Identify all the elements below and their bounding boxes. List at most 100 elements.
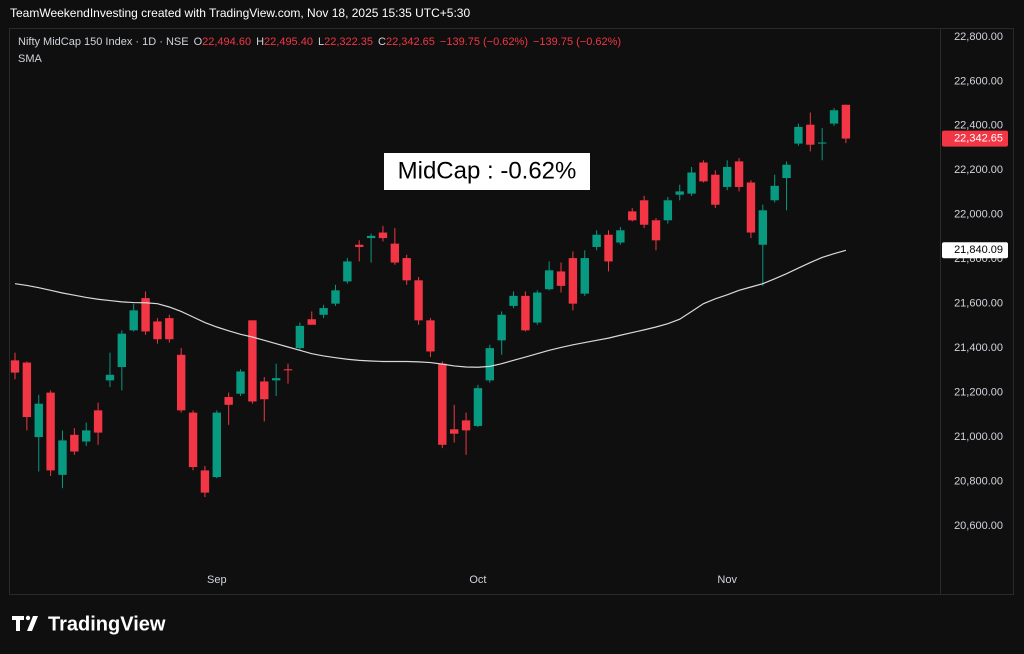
candle-body <box>806 124 815 145</box>
candle-body <box>829 110 839 124</box>
candle-body <box>580 258 589 294</box>
candle-body <box>711 174 720 205</box>
candle-body <box>188 412 198 468</box>
candle-body <box>34 403 43 438</box>
sma-legend: SMA <box>18 53 42 65</box>
ohlc-value: 22,495.40 <box>264 36 313 48</box>
candle-body <box>461 420 471 431</box>
pane-border <box>9 28 1014 595</box>
candle-body <box>224 397 233 405</box>
candle-body <box>141 298 150 332</box>
candle-body <box>176 354 186 411</box>
candle-body <box>734 161 744 187</box>
watermark: TeamWeekendInvesting created with Tradin… <box>10 6 470 20</box>
y-tick-label: 21,600.00 <box>954 298 1003 310</box>
candle-body <box>307 319 316 325</box>
candle-body <box>651 220 661 241</box>
ohlc-value: 22,342.65 <box>385 36 435 48</box>
candle-body <box>319 308 328 315</box>
candle-body <box>782 164 791 179</box>
y-tick-label: 22,600.00 <box>954 75 1003 87</box>
price-label-box <box>942 130 1008 147</box>
y-tick-label: 21,000.00 <box>954 431 1003 443</box>
candle-body <box>283 369 293 371</box>
change: −139.75 (−0.62%) <box>533 36 622 48</box>
candle-body <box>46 392 55 471</box>
candle-body <box>200 470 210 493</box>
candle-body <box>449 429 459 434</box>
candle-body <box>675 191 684 195</box>
candle-body <box>699 162 708 182</box>
candles <box>10 104 851 498</box>
ohlc-key: H <box>256 36 265 48</box>
y-tick-label: 20,800.00 <box>954 475 1003 487</box>
ohlc-value: 22,494.60 <box>202 36 252 48</box>
candle-body <box>639 200 649 225</box>
candle-body <box>746 182 756 233</box>
x-tick-label: Oct <box>469 574 486 586</box>
y-tick-label: 22,800.00 <box>954 31 1003 43</box>
candle-body <box>485 348 494 381</box>
ohlc-value: 22,322.35 <box>324 36 374 48</box>
candle-body <box>295 325 305 349</box>
candle-body <box>556 271 566 286</box>
price-label: 22,342.65 <box>954 132 1003 144</box>
candle-body <box>687 172 696 194</box>
y-tick-label: 22,400.00 <box>954 120 1003 132</box>
change: −139.75 (−0.62%) <box>439 36 528 48</box>
annotation-text: MidCap : -0.62% <box>398 157 577 184</box>
candle-body <box>841 104 851 139</box>
y-tick-label: 22,200.00 <box>954 164 1003 176</box>
candle-body <box>117 333 127 368</box>
y-tick-label: 22,000.00 <box>954 209 1003 221</box>
candle-body <box>236 371 245 394</box>
candle-body <box>628 211 637 221</box>
y-tick-label: 21,400.00 <box>954 342 1003 354</box>
ohlc-key: O <box>193 36 203 48</box>
candle-body <box>414 280 423 321</box>
candle-body <box>544 270 554 290</box>
candle-body <box>105 374 115 381</box>
x-tick-label: Nov <box>717 574 737 586</box>
candle-body <box>426 320 435 352</box>
symbol: Nifty MidCap 150 Index · 1D · NSE <box>18 36 189 48</box>
candle-body <box>248 320 257 402</box>
candle-body <box>521 295 530 331</box>
candle-body <box>663 200 673 221</box>
candle-body <box>212 412 221 478</box>
candle-body <box>509 295 518 306</box>
candle-body <box>604 234 613 262</box>
candle-body <box>22 362 32 418</box>
candle-body <box>10 360 20 373</box>
candle-body <box>723 166 732 187</box>
y-tick-label: 20,600.00 <box>954 520 1003 532</box>
x-tick-label: Sep <box>207 574 227 586</box>
candle-body <box>592 234 601 247</box>
price-label: 21,840.09 <box>954 244 1003 256</box>
logo-icon <box>12 615 38 631</box>
candle-body <box>817 142 827 144</box>
candle-body <box>758 210 768 245</box>
candle-body <box>70 434 79 452</box>
candle-body <box>165 318 174 340</box>
candle-body <box>343 261 352 282</box>
ohlc-key: L <box>317 36 325 48</box>
candle-body <box>533 292 542 323</box>
y-tick-label: 21,200.00 <box>954 386 1003 398</box>
candle-body <box>473 388 483 426</box>
candle-body <box>402 258 411 281</box>
annotation: MidCap : -0.62% <box>384 153 590 190</box>
candle-body <box>129 310 138 331</box>
candle-body <box>271 378 281 381</box>
candle-body <box>366 235 376 239</box>
candle-body <box>260 381 269 400</box>
candle-body <box>355 244 364 247</box>
logo-text: TradingView <box>48 613 166 635</box>
candle-body <box>497 314 506 341</box>
ohlc-key: C <box>378 36 386 48</box>
legend: Nifty MidCap 150 Index · 1D · NSE O22,494… <box>18 36 621 48</box>
candle-body <box>568 258 578 304</box>
candle-body <box>378 232 388 239</box>
